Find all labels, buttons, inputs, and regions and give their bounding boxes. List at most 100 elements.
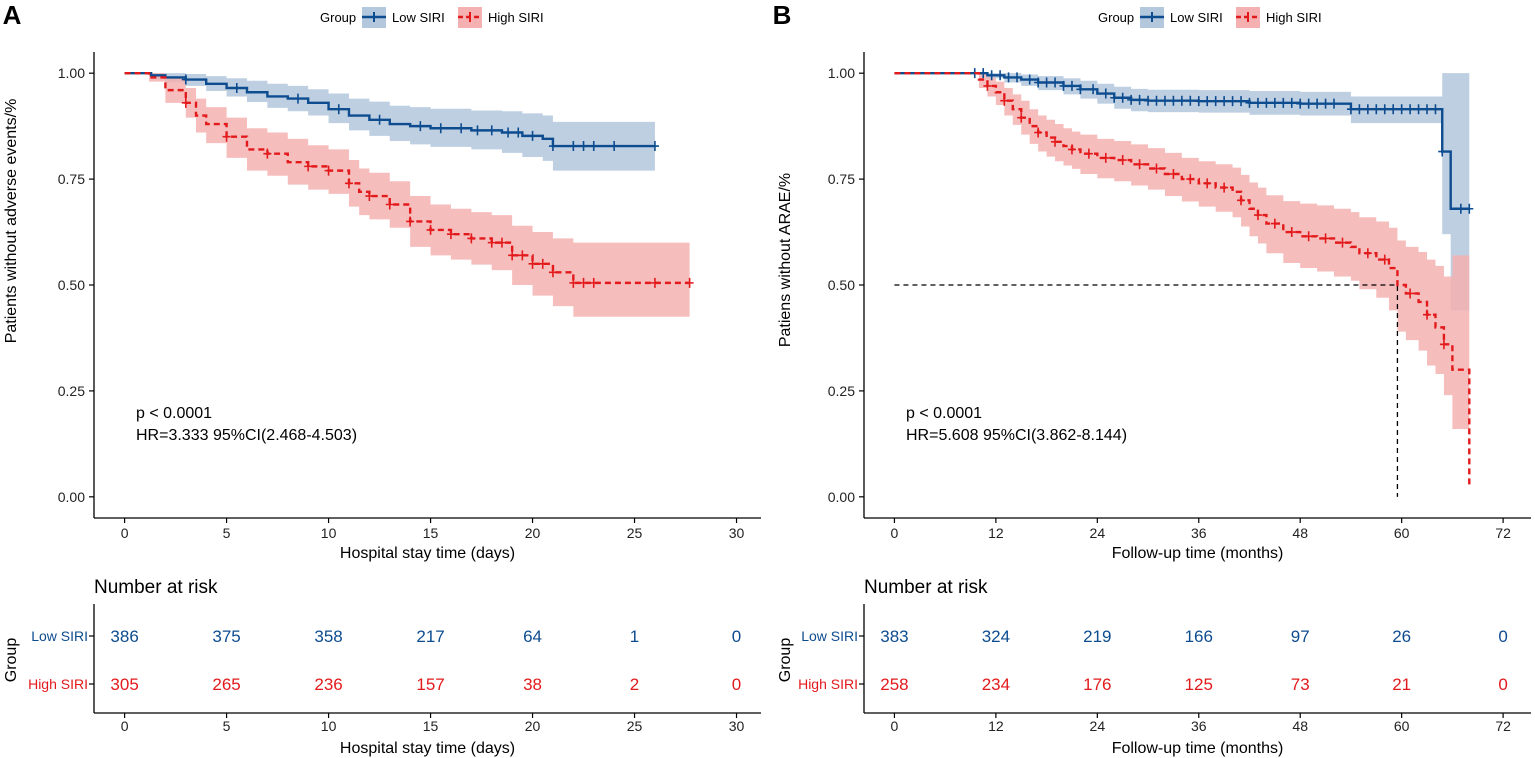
censor-mark-low <box>996 70 1005 81</box>
censor-mark-high <box>467 233 476 244</box>
censor-mark-low <box>1380 104 1389 115</box>
censor-mark-high <box>579 277 588 288</box>
x-tick-label: 48 <box>1292 525 1308 541</box>
risk-x-tick-label: 30 <box>729 718 745 734</box>
risk-count: 0 <box>1498 675 1507 694</box>
risk-count: 383 <box>880 627 908 646</box>
censor-mark-low <box>1262 97 1271 108</box>
censor-mark-high <box>1270 218 1279 229</box>
legend: Group Low SIRI High SIRI <box>1098 7 1322 28</box>
censor-mark-high <box>569 277 578 288</box>
censor-mark-high <box>1051 136 1060 147</box>
censor-mark-low <box>1110 92 1119 103</box>
censor-mark-high <box>1321 233 1330 244</box>
censor-mark-low <box>579 141 588 152</box>
censor-mark-high <box>518 250 527 261</box>
risk-count: 386 <box>110 627 138 646</box>
censor-mark-low <box>1465 203 1474 214</box>
censor-mark-high <box>487 237 496 248</box>
median-survival-line <box>894 284 1399 497</box>
censor-mark-high <box>385 199 394 210</box>
risk-count: 157 <box>416 675 444 694</box>
y-axis-title: Patiens without ARAE/% <box>777 173 794 347</box>
risk-row-label: High SIRI <box>28 676 88 692</box>
censor-mark-low <box>334 104 343 115</box>
x-tick-label: 36 <box>1191 525 1207 541</box>
risk-group-title: Group <box>777 638 794 683</box>
risk-x-axis-title: Follow-up time (months) <box>1112 740 1284 757</box>
risk-count: 324 <box>982 627 1010 646</box>
censor-mark-high <box>548 267 557 278</box>
panel-b: B Group Low SIRI High SIRI 0.00 0.25 0.50 0.75 1… <box>773 0 1531 757</box>
censor-mark-low <box>650 141 659 152</box>
censor-mark-high <box>1253 210 1262 221</box>
censor-mark-low <box>1152 95 1161 106</box>
censor-mark-high <box>508 250 517 261</box>
risk-count: 265 <box>212 675 240 694</box>
risk-count: 2 <box>630 675 639 694</box>
censor-mark-low <box>610 141 619 152</box>
censor-mark-low <box>1220 96 1229 107</box>
censor-mark-high <box>1287 227 1296 238</box>
censor-mark-low <box>1287 97 1296 108</box>
censor-mark-high <box>1220 182 1229 193</box>
y-tick-label: 0.00 <box>828 489 855 505</box>
risk-count: 258 <box>880 675 908 694</box>
risk-x-tick-label: 0 <box>891 718 899 734</box>
legend-label: High SIRI <box>488 10 544 25</box>
y-tick-label: 1.00 <box>58 65 85 81</box>
risk-count: 234 <box>982 675 1010 694</box>
censor-mark-high <box>1338 237 1347 248</box>
censor-mark-low <box>528 130 537 141</box>
censor-mark-high <box>426 224 435 235</box>
risk-x-tick-label: 36 <box>1191 718 1207 734</box>
risk-x-tick-label: 15 <box>423 718 439 734</box>
x-tick-label: 0 <box>891 525 899 541</box>
risk-count: 64 <box>523 627 542 646</box>
axes: 0.00 0.25 0.50 0.75 1.00 0 5 10 15 20 25 30 Hospital… <box>3 52 761 562</box>
censor-mark-low <box>1013 72 1022 83</box>
x-tick-label: 20 <box>525 525 541 541</box>
risk-count: 236 <box>314 675 342 694</box>
censor-mark-low <box>293 93 302 104</box>
risk-table: Number at risk Group Low SIRI 386 375 358 217 6… <box>3 577 761 757</box>
risk-count: 375 <box>212 627 240 646</box>
censor-mark-low <box>514 127 523 138</box>
risk-count: 0 <box>732 675 741 694</box>
censor-mark-high <box>1017 112 1026 123</box>
censor-mark-high <box>1304 231 1313 242</box>
censor-mark-low <box>1389 104 1398 115</box>
censor-mark-low <box>1160 95 1169 106</box>
censor-mark-low <box>1177 95 1186 106</box>
survival-curve-high <box>124 71 690 285</box>
censor-mark-high <box>344 178 353 189</box>
censor-mark-low <box>457 123 466 134</box>
censor-mark-low <box>1245 97 1254 108</box>
censor-mark-low <box>232 83 241 94</box>
legend-title: Group <box>320 10 356 25</box>
censor-mark-low <box>1067 80 1076 91</box>
risk-x-tick-label: 24 <box>1090 718 1106 734</box>
risk-x-tick-label: 60 <box>1394 718 1410 734</box>
p-value-annotation: p < 0.0001 <box>906 405 982 422</box>
risk-count: 1 <box>630 627 639 646</box>
hr-annotation: HR=3.333 95%CI(2.468-4.503) <box>136 427 357 444</box>
risk-count: 0 <box>732 627 741 646</box>
risk-row-label: Low SIRI <box>31 628 88 644</box>
censor-mark-low <box>1169 95 1178 106</box>
p-value-annotation: p < 0.0001 <box>136 405 212 422</box>
x-tick-label: 72 <box>1495 525 1511 541</box>
censor-mark-low <box>548 141 557 152</box>
censor-mark-high <box>538 258 547 269</box>
risk-count: 21 <box>1392 675 1411 694</box>
censor-mark-high <box>1380 254 1389 265</box>
panel-a: A Group Low SIRI High SIRI 0.00 0.25 0.50 0.75 1… <box>3 0 761 757</box>
censor-mark-high <box>1169 169 1178 180</box>
survival-curve-high <box>894 71 1471 489</box>
censor-mark-low <box>1355 104 1364 115</box>
censor-mark-low <box>1203 96 1212 107</box>
censor-mark-high <box>685 277 694 288</box>
censor-mark-high <box>1000 95 1009 106</box>
censor-mark-high <box>1186 174 1195 185</box>
censor-mark-low <box>1438 146 1447 157</box>
